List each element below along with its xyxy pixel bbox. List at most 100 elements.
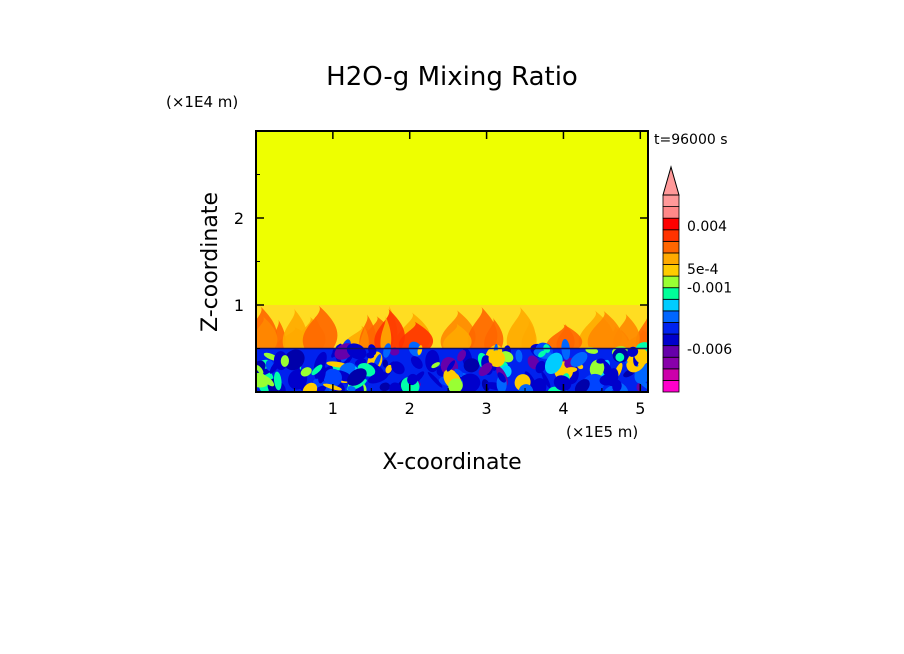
turbulence-cell bbox=[367, 372, 389, 384]
turbulence-cell bbox=[385, 364, 393, 374]
turbulence-cell bbox=[314, 385, 327, 392]
colorbar-segment bbox=[662, 206, 680, 219]
colorbar-label: -0.001 bbox=[687, 280, 732, 296]
turbulence-cell bbox=[427, 371, 443, 388]
x-tick-label: 4 bbox=[558, 399, 568, 418]
turbulence-cell bbox=[391, 361, 405, 375]
colorbar-segment bbox=[662, 194, 680, 207]
turbulence-cell bbox=[535, 360, 546, 374]
turbulence-cell bbox=[458, 373, 481, 392]
turbulence-cell bbox=[302, 382, 318, 392]
colorbar-label: 5e-4 bbox=[687, 262, 719, 278]
turbulence-cell bbox=[570, 351, 588, 367]
turbulence-cell bbox=[431, 362, 440, 369]
colorbar-segment bbox=[662, 310, 680, 323]
turbulence-cell bbox=[596, 358, 606, 364]
plume bbox=[380, 315, 392, 351]
turbulence-cell bbox=[448, 378, 463, 392]
colorbar-segment bbox=[662, 287, 680, 300]
turbulence-cell bbox=[379, 382, 391, 392]
turbulence-cell bbox=[273, 371, 282, 391]
colorbar-segment bbox=[662, 345, 680, 358]
x-axis: 1 2 3 4 5 bbox=[293, 131, 645, 418]
turbulence-cell bbox=[311, 364, 323, 376]
plume-layer bbox=[256, 305, 648, 351]
turbulence-cell bbox=[256, 371, 269, 388]
turbulence-cell bbox=[368, 344, 377, 356]
y-unit-label: (×1E4 m) bbox=[166, 93, 238, 111]
turbulence-cell bbox=[256, 365, 264, 375]
x-tick-label: 1 bbox=[328, 399, 338, 418]
colorbar-segment bbox=[662, 356, 680, 370]
colorbar-overflow-triangle bbox=[662, 165, 680, 196]
colorbar-segment bbox=[662, 380, 680, 393]
y-tick-label: 2 bbox=[234, 209, 244, 228]
chart-title: H2O-g Mixing Ratio bbox=[326, 62, 578, 92]
y-axis-label: Z-coordinate bbox=[198, 192, 223, 332]
turbulence-cell bbox=[410, 356, 423, 369]
turbulence-cell bbox=[389, 347, 400, 356]
turbulence-cell bbox=[283, 349, 305, 371]
plume bbox=[443, 323, 472, 351]
colorbar-segment bbox=[662, 252, 680, 265]
plume bbox=[556, 323, 575, 351]
turbulence-cell bbox=[347, 385, 356, 392]
colorbar-label: 0.004 bbox=[687, 219, 727, 235]
turbulence-cell bbox=[553, 375, 572, 391]
colorbar-segment bbox=[662, 264, 680, 277]
turbulence-cell bbox=[383, 343, 391, 358]
plume bbox=[359, 325, 369, 351]
turbulence-cell bbox=[524, 371, 537, 389]
plume bbox=[302, 305, 338, 351]
colorbar-label: -0.006 bbox=[687, 342, 732, 358]
turbulence-cell bbox=[280, 355, 289, 367]
plume bbox=[398, 321, 434, 351]
turbulence-cell bbox=[347, 368, 367, 386]
colorbar-segment bbox=[662, 333, 680, 347]
x-tick-label: 2 bbox=[405, 399, 415, 418]
turbulence-cell bbox=[541, 371, 551, 389]
turbulence-cell bbox=[615, 352, 625, 362]
turbulence-cell bbox=[463, 358, 480, 373]
colorbar-segment bbox=[662, 322, 680, 335]
turbulence-cell bbox=[488, 350, 506, 368]
colorbar-segment bbox=[662, 298, 680, 312]
x-tick-label: 5 bbox=[635, 399, 645, 418]
turbulence-cell bbox=[561, 339, 571, 360]
turbulence-cell bbox=[635, 377, 648, 392]
turbulence-cell bbox=[417, 345, 423, 355]
turbulence-cell bbox=[454, 368, 464, 376]
turbulence-cell bbox=[627, 346, 639, 357]
turbulence-cell bbox=[589, 359, 605, 378]
turbulence-cell bbox=[599, 373, 617, 386]
turbulence-cell bbox=[446, 360, 456, 372]
turbulence-cell bbox=[300, 367, 312, 377]
turbulence-cell bbox=[574, 379, 590, 392]
colorbar-segment bbox=[662, 217, 680, 231]
turbulence-cell bbox=[407, 373, 418, 386]
colorbar-segment bbox=[662, 240, 680, 254]
y-tick-label: 1 bbox=[234, 296, 244, 315]
turbulence-cell bbox=[515, 349, 523, 363]
x-unit-label: (×1E5 m) bbox=[566, 423, 638, 441]
turbulence-cell bbox=[564, 367, 578, 373]
x-axis-label: X-coordinate bbox=[382, 450, 521, 475]
turbulence-cell bbox=[538, 350, 546, 358]
turbulence-cell bbox=[382, 359, 389, 368]
colorbar: 0.004 5e-4 -0.001 -0.006 bbox=[662, 165, 732, 393]
plume bbox=[467, 306, 498, 351]
turbulence-cell bbox=[346, 343, 367, 360]
plume bbox=[587, 310, 622, 351]
plume bbox=[506, 307, 536, 351]
colorbar-segment bbox=[662, 275, 680, 289]
turbulence-cell bbox=[497, 372, 506, 383]
colorbar-segment bbox=[662, 229, 680, 242]
turbulence-cell bbox=[457, 349, 467, 362]
y-axis: 12 bbox=[234, 174, 648, 349]
colorbar-segment bbox=[662, 368, 680, 381]
time-label: t=96000 s bbox=[654, 132, 728, 148]
plume bbox=[256, 316, 278, 351]
turbulence-cell bbox=[544, 352, 563, 374]
plot-area bbox=[256, 131, 648, 392]
